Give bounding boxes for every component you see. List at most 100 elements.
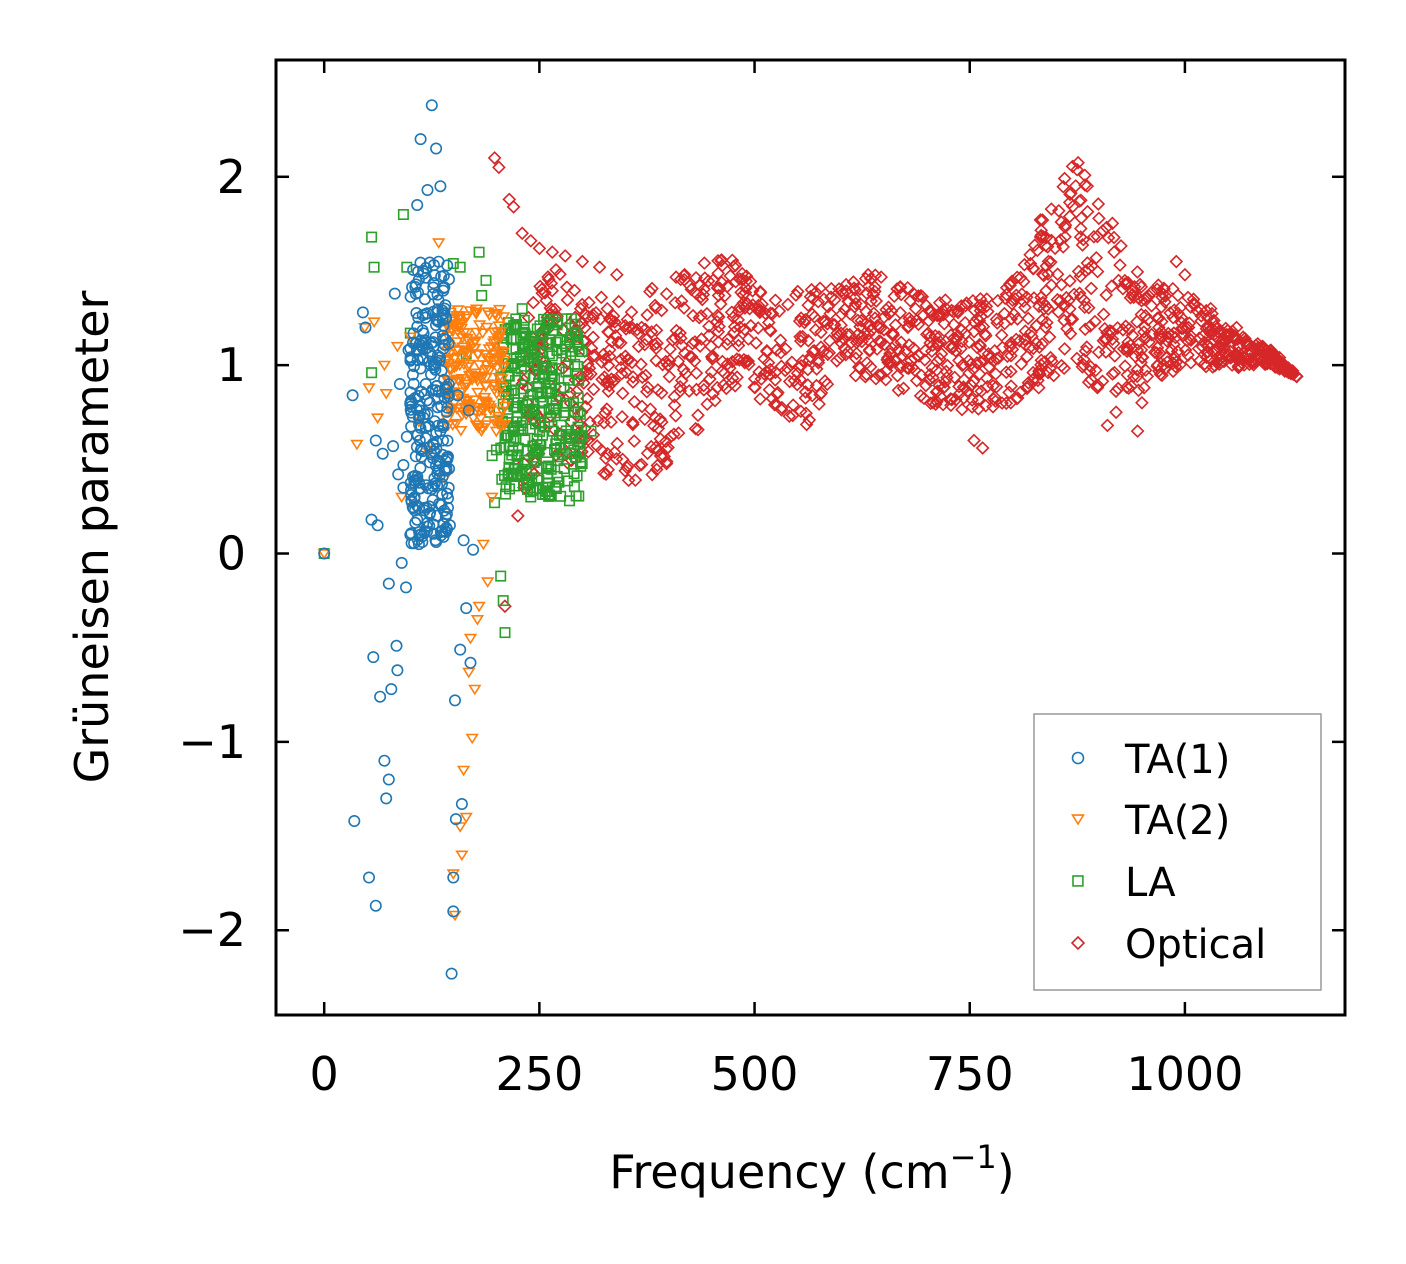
data-point <box>862 344 877 358</box>
data-point <box>427 452 440 465</box>
data-point <box>976 319 991 334</box>
data-point <box>535 419 550 434</box>
data-point <box>900 361 914 375</box>
data-point <box>632 458 647 473</box>
data-point <box>470 614 485 626</box>
data-point <box>1091 378 1105 393</box>
data-point <box>449 813 462 826</box>
data-point <box>814 340 828 355</box>
data-point <box>517 383 529 395</box>
data-point <box>962 335 976 350</box>
data-point <box>1227 348 1242 362</box>
data-point <box>979 299 994 314</box>
data-point <box>849 346 864 361</box>
data-point <box>586 382 601 397</box>
data-point <box>424 359 437 372</box>
data-point <box>510 508 525 523</box>
data-point <box>445 967 458 980</box>
data-point <box>619 365 633 380</box>
data-point <box>826 317 840 332</box>
data-point <box>923 396 938 411</box>
data-point <box>1091 197 1106 211</box>
data-point <box>419 271 432 284</box>
data-point <box>995 396 1009 410</box>
data-point <box>932 351 947 366</box>
data-point <box>430 142 443 155</box>
data-point <box>1062 302 1077 316</box>
data-point <box>503 453 515 465</box>
data-point <box>1036 296 1051 310</box>
data-point <box>411 353 424 366</box>
data-point <box>476 328 490 340</box>
data-point <box>1194 309 1209 323</box>
data-point <box>893 358 908 373</box>
data-point <box>535 282 549 297</box>
data-point <box>1010 312 1025 326</box>
data-point <box>435 270 448 283</box>
data-point <box>1089 250 1104 265</box>
data-point <box>668 295 683 310</box>
data-point <box>1073 221 1088 236</box>
data-point <box>821 299 835 314</box>
data-point <box>434 180 447 193</box>
data-point <box>869 371 883 386</box>
data-point <box>492 332 506 344</box>
data-point <box>409 287 422 300</box>
data-point <box>970 384 985 398</box>
data-point <box>625 415 640 430</box>
data-point <box>640 308 655 322</box>
data-point <box>926 370 940 385</box>
data-point <box>999 396 1014 411</box>
data-point <box>541 270 555 284</box>
data-point <box>517 338 529 350</box>
data-point <box>472 360 486 371</box>
data-point <box>1119 380 1134 395</box>
data-point <box>1058 220 1072 235</box>
data-point <box>618 463 633 478</box>
data-point <box>837 302 852 317</box>
data-point <box>1010 391 1024 406</box>
data-point <box>393 377 406 390</box>
data-point <box>818 314 833 329</box>
data-point <box>473 246 485 258</box>
data-point <box>529 418 541 430</box>
data-point <box>1008 292 1023 307</box>
data-point <box>923 329 938 344</box>
data-point <box>482 400 496 412</box>
data-point <box>1072 194 1087 209</box>
data-point <box>545 283 560 298</box>
data-point <box>1017 257 1032 272</box>
data-point <box>576 345 588 357</box>
data-point <box>1123 290 1138 305</box>
data-point <box>728 378 743 393</box>
data-point <box>1131 383 1146 398</box>
data-point <box>467 395 482 407</box>
data-point <box>627 394 642 409</box>
data-point <box>1257 356 1272 371</box>
data-point <box>967 324 981 339</box>
data-point <box>894 349 909 363</box>
data-point <box>1201 320 1216 335</box>
data-point <box>1073 269 1088 284</box>
data-point <box>1183 300 1198 314</box>
data-point <box>510 432 522 444</box>
data-point <box>531 472 543 484</box>
data-point <box>1116 322 1130 337</box>
data-point <box>489 426 503 438</box>
data-point <box>850 313 865 328</box>
data-point <box>517 327 529 339</box>
data-point <box>495 374 509 385</box>
data-point <box>493 346 507 358</box>
data-point <box>1057 361 1072 376</box>
data-point <box>1144 327 1159 342</box>
data-point <box>1097 321 1112 336</box>
data-point <box>465 733 479 745</box>
data-point <box>499 627 511 639</box>
data-point <box>454 643 467 656</box>
data-point <box>1099 220 1114 235</box>
data-point <box>639 332 654 347</box>
data-point <box>397 209 409 221</box>
data-point <box>369 899 382 912</box>
data-point <box>801 378 815 392</box>
